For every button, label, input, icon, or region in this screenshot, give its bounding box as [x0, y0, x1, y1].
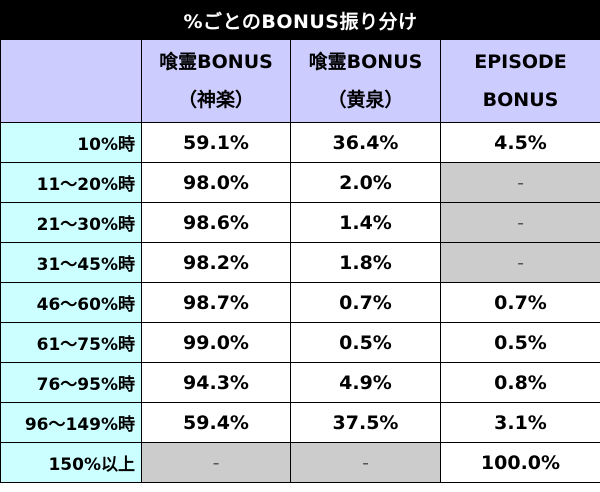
column-header-line2: （神楽） — [177, 89, 254, 111]
table-row: 46〜60%時 98.7% 0.7% 0.7% — [0, 282, 600, 323]
row-label: 61〜75%時 — [0, 322, 142, 363]
value-cell: 59.1% — [141, 122, 291, 163]
value-cell: - — [440, 162, 600, 203]
row-label: 76〜95%時 — [0, 362, 142, 403]
value-cell: 0.8% — [440, 362, 600, 403]
table-title: %ごとのBONUS振り分け — [0, 0, 600, 40]
row-label: 31〜45%時 — [0, 242, 142, 283]
table-row: 11〜20%時 98.0% 2.0% - — [0, 162, 600, 203]
value-cell: 1.4% — [290, 202, 441, 243]
table-row: 96〜149%時 59.4% 37.5% 3.1% — [0, 402, 600, 443]
table-row: 150%以上 - -100.0% — [0, 442, 600, 483]
column-header-1: 喰霊BONUS （神楽） — [141, 39, 291, 123]
row-label: 11〜20%時 — [0, 162, 142, 203]
value-cell: 0.7% — [290, 282, 441, 323]
value-cell: 0.5% — [290, 322, 441, 363]
value-cell: 2.0% — [290, 162, 441, 203]
value-cell: - — [440, 242, 600, 283]
row-label: 10%時 — [0, 122, 142, 163]
table-row: 31〜45%時 98.2% 1.8% - — [0, 242, 600, 283]
value-cell: 36.4% — [290, 122, 441, 163]
value-cell: 100.0% — [440, 442, 600, 483]
value-cell: 3.1% — [440, 402, 600, 443]
value-cell: 59.4% — [141, 402, 291, 443]
value-cell: 98.7% — [141, 282, 291, 323]
value-cell: 0.7% — [440, 282, 600, 323]
value-cell: 1.8% — [290, 242, 441, 283]
row-label: 96〜149%時 — [0, 402, 142, 443]
table-row: 10%時 59.1% 36.4% 4.5% — [0, 122, 600, 163]
column-header-line1: EPISODE — [474, 51, 567, 73]
table-row: 21〜30%時 98.6% 1.4% - — [0, 202, 600, 243]
value-cell: 94.3% — [141, 362, 291, 403]
column-header-line1: 喰霊BONUS — [308, 51, 423, 73]
column-header-3: EPISODE BONUS — [440, 39, 600, 123]
table-row: 61〜75%時 99.0% 0.5% 0.5% — [0, 322, 600, 363]
table-body: 10%時 59.1% 36.4% 4.5% 11〜20%時 98.0% 2.0% -21〜30… — [0, 122, 600, 483]
column-header-2: 喰霊BONUS （黄泉） — [290, 39, 441, 123]
row-label: 150%以上 — [0, 442, 142, 483]
column-header-line2: BONUS — [482, 89, 559, 111]
value-cell: - — [440, 202, 600, 243]
value-cell: 4.5% — [440, 122, 600, 163]
value-cell: 0.5% — [440, 322, 600, 363]
value-cell: 98.6% — [141, 202, 291, 243]
row-label: 46〜60%時 — [0, 282, 142, 323]
value-cell: 98.2% — [141, 242, 291, 283]
value-cell: - — [290, 442, 441, 483]
header-row: 喰霊BONUS （神楽） 喰霊BONUS （黄泉） EPISODE BONUS — [0, 39, 600, 123]
value-cell: 99.0% — [141, 322, 291, 363]
row-label: 21〜30%時 — [0, 202, 142, 243]
table-row: 76〜95%時 94.3% 4.9% 0.8% — [0, 362, 600, 403]
column-header-line1: 喰霊BONUS — [159, 51, 273, 73]
column-header-line2: （黄泉） — [327, 89, 404, 111]
value-cell: 37.5% — [290, 402, 441, 443]
value-cell: 4.9% — [290, 362, 441, 403]
header-corner-cell — [0, 39, 142, 123]
value-cell: 98.0% — [141, 162, 291, 203]
value-cell: - — [141, 442, 291, 483]
